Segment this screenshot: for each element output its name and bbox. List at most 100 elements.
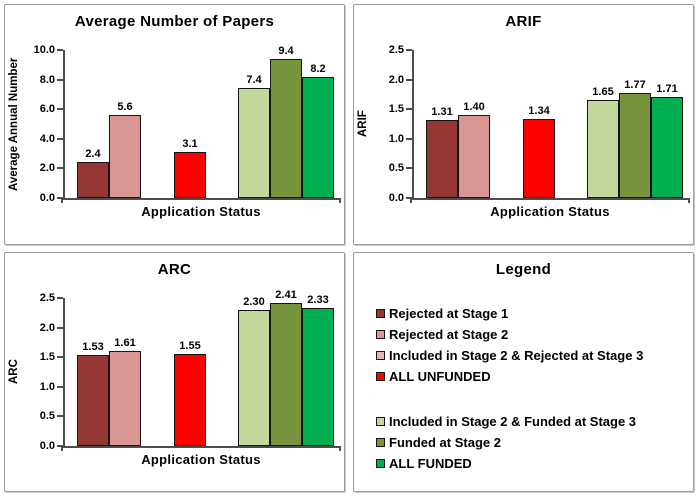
x-axis-label: Application Status [490,204,610,219]
bar-all-unfunded [523,119,555,198]
y-tick-label: 1.5 [39,351,55,364]
x-tick-mark [410,198,412,203]
y-tick-label: 0.5 [39,410,55,423]
plot-area: 2.4 5.6 3.1 7.4 9.4 8.2 [63,45,341,200]
legend-items: Rejected at Stage 1 Rejected at Stage 2 In… [376,303,687,474]
bar-all-unfunded [174,152,206,198]
y-tick-label: 2.5 [388,44,404,56]
legend-item-label: Included in Stage 2 & Funded at Stage 3 [389,414,637,429]
legend-swatch-icon [376,459,385,468]
plot-area: 1.53 1.61 1.55 2.30 2.41 2.33 [63,289,341,448]
legend-item-rejected-at-stage-2: Rejected at Stage 2 [376,324,687,345]
x-tick-mark [61,446,63,451]
y-tick-label: 1.0 [39,380,55,393]
bar-value-label: 1.53 [82,341,104,353]
bar-rejected-at-stage-1 [77,162,109,198]
y-tick-mark [406,78,412,81]
bar-all-unfunded [174,354,206,446]
y-tick-mark [57,197,63,199]
y-tick-label: 2.0 [39,321,55,334]
chart-title: ARC [157,261,192,278]
y-tick-mark [406,108,412,111]
y-tick-mark [406,49,412,51]
y-tick-label: 10.0 [33,44,55,56]
y-tick-mark [57,445,63,447]
chart-title: Average Number of Papers [74,13,275,30]
legend-item-label: Included in Stage 2 & Rejected at Stage … [389,348,644,363]
bar-rejected-at-stage-2 [109,115,141,198]
legend-item-included-in-stage-2-rejected-at-stage-3: Included in Stage 2 & Rejected at Stage … [376,345,687,366]
y-tick-label: 2.0 [39,162,55,175]
bar-value-label: 1.31 [431,106,453,118]
bar-rejected-at-stage-1 [77,355,109,446]
bar-value-label: 1.71 [656,83,678,95]
chart-panel-arc: ARC ARC 2.5 2.0 1.5 1.0 0.5 0.0 1.53 1.61 1.55 2… [4,252,345,492]
bar-value-label: 2.41 [275,289,297,301]
y-tick-label: 6.0 [39,103,55,116]
bar-value-label: 1.61 [114,337,136,349]
y-tick-mark [57,297,63,299]
legend-group: Rejected at Stage 1 Rejected at Stage 2 In… [376,303,687,387]
bar-value-label: 1.65 [592,86,614,98]
y-tick-mark [57,356,63,359]
bar-all-funded [302,77,334,198]
bar-value-label: 2.4 [85,148,101,160]
bar-included-in-stage-2-funded-at-stage-3 [238,310,270,446]
legend-panel: Legend Rejected at Stage 1 Rejected at St… [353,252,694,492]
bar-value-label: 7.4 [246,74,262,86]
bar-funded-at-stage-2 [270,303,302,446]
legend-item-funded-at-stage-2: Funded at Stage 2 [376,432,687,453]
y-tick-mark [406,137,412,140]
bar-value-label: 5.6 [117,101,133,113]
bar-value-label: 1.77 [624,79,646,91]
legend-item-all-unfunded: ALL UNFUNDED [376,366,687,387]
y-tick-label: 0.0 [388,192,404,204]
legend-swatch-icon [376,330,385,339]
bar-rejected-at-stage-1 [426,120,458,198]
legend-swatch-icon [376,417,385,426]
legend-item-rejected-at-stage-1: Rejected at Stage 1 [376,303,687,324]
plot-area: 1.31 1.40 1.34 1.65 1.77 1.71 [412,50,690,200]
bar-value-label: 1.34 [528,105,550,117]
y-tick-label: 8.0 [39,73,55,86]
y-tick-mark [406,197,412,199]
bar-value-label: 2.30 [243,296,265,308]
y-tick-mark [57,78,63,81]
legend-item-label: Funded at Stage 2 [389,435,501,450]
bar-funded-at-stage-2 [270,59,302,198]
bar-value-label: 3.1 [182,138,198,150]
bar-funded-at-stage-2 [619,93,651,198]
y-tick-label: 0.0 [39,440,55,452]
y-tick-mark [57,385,63,388]
x-axis-label: Application Status [141,204,261,219]
y-tick-mark [57,49,63,51]
x-axis-label: Application Status [141,452,261,467]
bar-all-funded [651,97,683,198]
bar-rejected-at-stage-2 [109,351,141,446]
chart-panel-average-papers: Average Number of Papers Average Annual … [4,4,345,245]
legend-item-label: ALL UNFUNDED [389,369,491,384]
bar-rejected-at-stage-2 [458,115,490,198]
bar-value-label: 8.2 [310,63,326,75]
bar-all-funded [302,308,334,446]
bar-value-label: 2.33 [307,294,329,306]
x-tick-mark [339,198,341,203]
y-tick-mark [57,137,63,140]
legend-title: Legend [495,261,552,278]
legend-group: Included in Stage 2 & Funded at Stage 3 F… [376,411,687,474]
x-tick-mark [61,198,63,203]
legend-swatch-icon [376,372,385,381]
y-tick-mark [57,326,63,329]
y-tick-label: 4.0 [39,132,55,145]
legend-item-label: Rejected at Stage 1 [389,306,509,321]
y-tick-mark [57,108,63,111]
bar-value-label: 1.55 [179,340,201,352]
legend-swatch-icon [376,309,385,318]
bar-value-label: 9.4 [278,45,294,57]
chart-panel-arif: ARIF ARIF 2.5 2.0 1.5 1.0 0.5 0.0 1.31 1.40 1.3… [353,4,694,245]
y-tick-label: 0.5 [388,162,404,175]
y-tick-label: 2.0 [388,73,404,86]
x-tick-mark [688,198,690,203]
x-tick-mark [339,446,341,451]
